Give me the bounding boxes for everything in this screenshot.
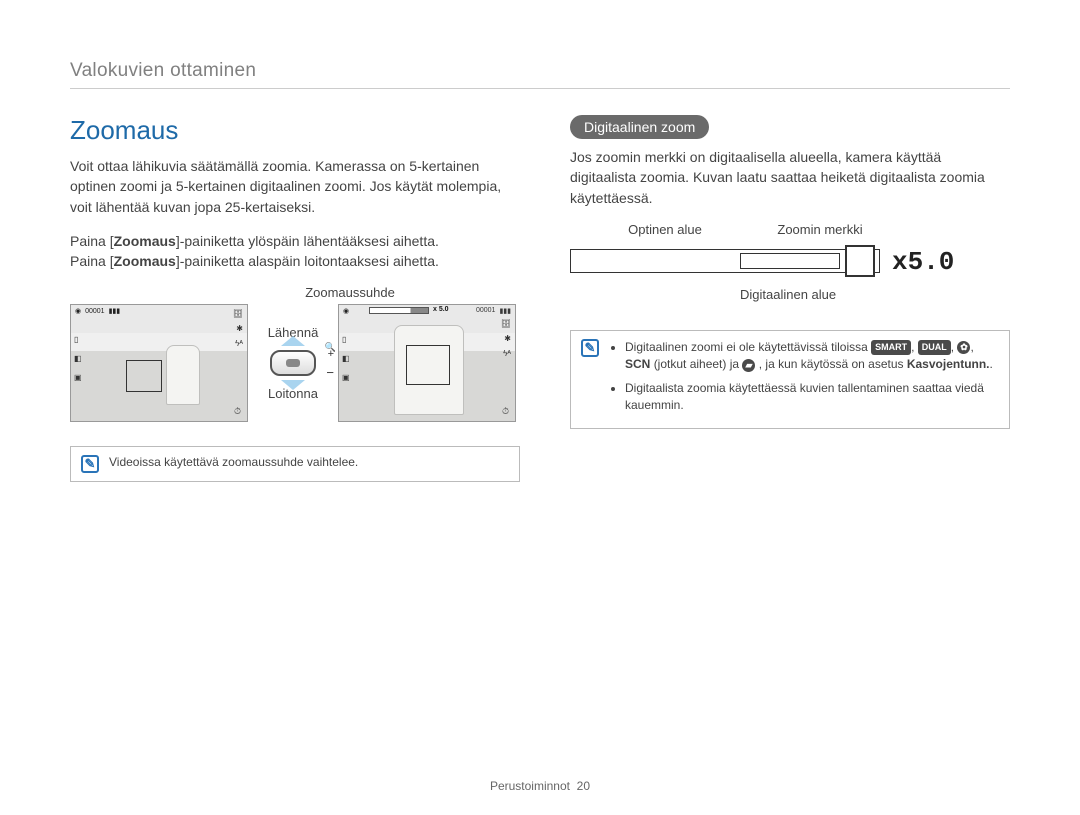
camera-screen-zoomed: ◉ x 5.0 00001 ▮▮▮ ▯◧▣ 🗄✱ϟᴬ ⏱ bbox=[338, 304, 516, 422]
timer-icon: ⏱ bbox=[234, 406, 241, 417]
screen-right-icons: 🗄✱ϟᴬ bbox=[501, 319, 511, 358]
footer-label: Perustoiminnot bbox=[490, 779, 570, 793]
mode-beauty-icon: ✿ bbox=[957, 341, 970, 354]
counter: 00001 bbox=[85, 308, 104, 315]
note-box-left: ✎ Videoissa käytettävä zoomaussuhde vaih… bbox=[70, 446, 520, 482]
zoom-instructions: Paina [Zoomaus]-painiketta ylöspäin lähe… bbox=[70, 231, 520, 272]
arrow-down-icon bbox=[281, 380, 305, 390]
left-column: Zoomaus Voit ottaa lähikuvia säätämällä … bbox=[70, 115, 520, 482]
page-footer: Perustoiminnot 20 bbox=[0, 779, 1080, 793]
text: ]-painiketta ylöspäin lähentääksesi aihe… bbox=[176, 233, 439, 249]
screen-side-icons: ▯◧▣ bbox=[74, 335, 82, 382]
footer-page-number: 20 bbox=[577, 779, 590, 793]
zoom-indicator-bar bbox=[369, 307, 429, 314]
note-text: Videoissa käytettävä zoomaussuhde vaihte… bbox=[109, 455, 358, 469]
note-item-2: Digitaalista zoomia käytettäessä kuvien … bbox=[625, 380, 999, 415]
columns: Zoomaus Voit ottaa lähikuvia säätämällä … bbox=[70, 115, 1010, 482]
optical-range-label: Optinen alue bbox=[580, 222, 750, 237]
right-column: Digitaalinen zoom Jos zoomin merkki on d… bbox=[570, 115, 1010, 482]
range-bar-digital bbox=[740, 253, 840, 269]
text: , ja kun käytössä on asetus bbox=[759, 357, 907, 371]
digital-zoom-description: Jos zoomin merkki on digitaalisella alue… bbox=[570, 147, 1010, 208]
zoom-range-diagram: x5.0 bbox=[570, 241, 920, 281]
zoom-button-name: Zoomaus bbox=[114, 233, 176, 249]
range-labels-top: Optinen alue Zoomin merkki bbox=[570, 222, 1010, 237]
zoom-button-name: Zoomaus bbox=[114, 253, 176, 269]
note-list: Digitaalinen zoomi ei ole käytettävissä … bbox=[609, 339, 999, 421]
divider bbox=[70, 88, 1010, 89]
counter: 00001 bbox=[476, 307, 495, 315]
zoom-intro-paragraph: Voit ottaa lähikuvia säätämällä zoomia. … bbox=[70, 156, 520, 217]
text: Paina [ bbox=[70, 253, 114, 269]
text: Paina [ bbox=[70, 233, 114, 249]
zoom-value-text: x5.0 bbox=[892, 247, 954, 277]
text: . bbox=[990, 357, 993, 371]
text: ]-painiketta alaspäin loitontaaksesi aih… bbox=[176, 253, 439, 269]
screen-topbar: ◉ bbox=[343, 307, 349, 315]
digital-zoom-heading: Digitaalinen zoom bbox=[570, 115, 709, 139]
battery-icon: ▮▮▮ bbox=[499, 307, 511, 315]
mode-video-icon: ▰ bbox=[742, 359, 755, 372]
battery-icon: ▮▮▮ bbox=[109, 307, 121, 315]
zoom-ratio-label: Zoomaussuhde bbox=[280, 285, 420, 300]
face-detect-label: Kasvojentunn. bbox=[907, 357, 990, 371]
text: (jotkut aiheet) ja bbox=[654, 357, 743, 371]
mode-dual-icon: DUAL bbox=[918, 340, 951, 355]
page-title: Zoomaus bbox=[70, 115, 520, 146]
zoom-indicator-value: x 5.0 bbox=[433, 306, 449, 313]
arrow-up-icon bbox=[281, 336, 305, 346]
digital-range-label: Digitaalinen alue bbox=[740, 287, 1010, 302]
zoom-marker-label: Zoomin merkki bbox=[750, 222, 890, 237]
note-box-right: ✎ Digitaalinen zoomi ei ole käytettäviss… bbox=[570, 330, 1010, 430]
screen-right-icons: 🗄✱ϟᴬ bbox=[233, 309, 243, 348]
note-icon: ✎ bbox=[81, 455, 99, 473]
screen-side-icons: ▯◧▣ bbox=[342, 335, 350, 382]
mode-smart-icon: SMART bbox=[871, 340, 911, 355]
note-item-1: Digitaalinen zoomi ei ole käytettävissä … bbox=[625, 339, 999, 374]
camera-mode-icon: ◉ bbox=[75, 307, 81, 315]
camera-screen-wide: ◉ 00001 ▮▮▮ ▯◧▣ 🗄✱ϟᴬ ⏱ bbox=[70, 304, 248, 422]
zoom-illustration-row: ◉ 00001 ▮▮▮ ▯◧▣ 🗄✱ϟᴬ ⏱ Lähennä 🔍 + − bbox=[70, 304, 520, 422]
zoom-rocker-column: Lähennä 🔍 + − Loitonna bbox=[258, 325, 328, 401]
plus-icon: + bbox=[328, 348, 334, 360]
minus-icon: − bbox=[326, 365, 334, 380]
text: Digitaalinen zoomi ei ole käytettävissä … bbox=[625, 340, 871, 354]
timer-icon: ⏱ bbox=[502, 406, 509, 417]
zoom-rocker: 🔍 + − bbox=[264, 344, 322, 382]
section-header: Valokuvien ottaminen bbox=[70, 60, 1010, 82]
range-marker-box bbox=[845, 245, 875, 277]
camera-mode-icon: ◉ bbox=[343, 307, 349, 315]
screen-topbar: ◉ 00001 ▮▮▮ bbox=[75, 307, 120, 315]
mode-scn-icon: SCN bbox=[625, 357, 650, 371]
note-icon: ✎ bbox=[581, 339, 599, 357]
